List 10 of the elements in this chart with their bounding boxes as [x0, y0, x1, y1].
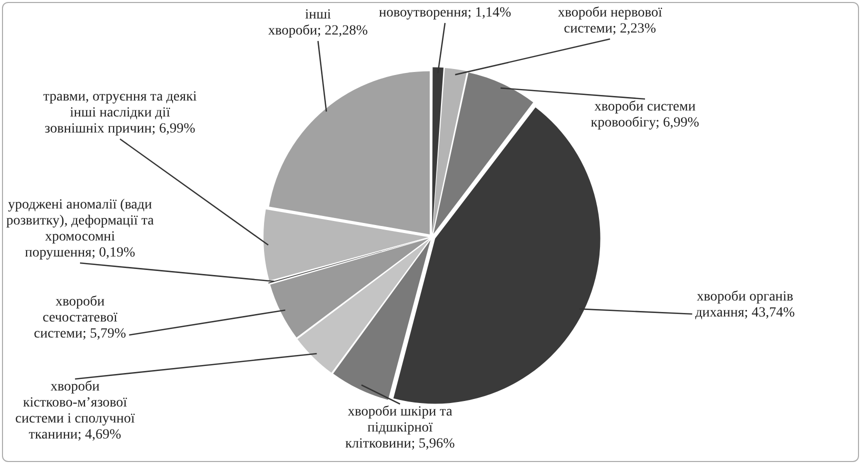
slice-label: травми, отруєння та деякі інші наслідки дії зовнішніх причин; 6,99%	[43, 90, 197, 137]
slice-label: хвороби шкіри та підшкірної клітковини; 5,96%	[345, 404, 456, 452]
slice-label: хвороби нервової системи; 2,23%	[558, 6, 662, 37]
slice-label: уроджені аномалії (вади розвитку), деформації та хромосомні порушення; 0,19%	[6, 198, 155, 261]
slice-label: інші хвороби; 22,28%	[268, 8, 368, 39]
slice-label: хвороби системи кровообігу; 6,99%	[590, 100, 700, 131]
slice-label: новоутворення; 1,14%	[378, 6, 512, 21]
slice-label: хвороби кістково-м’язової системи і сполучної тканини; 4,69%	[15, 380, 135, 443]
slice-label: хвороби сечостатевої системи; 5,79%	[34, 294, 126, 342]
slice-label: хвороби органів дихання; 43,74%	[695, 290, 796, 321]
